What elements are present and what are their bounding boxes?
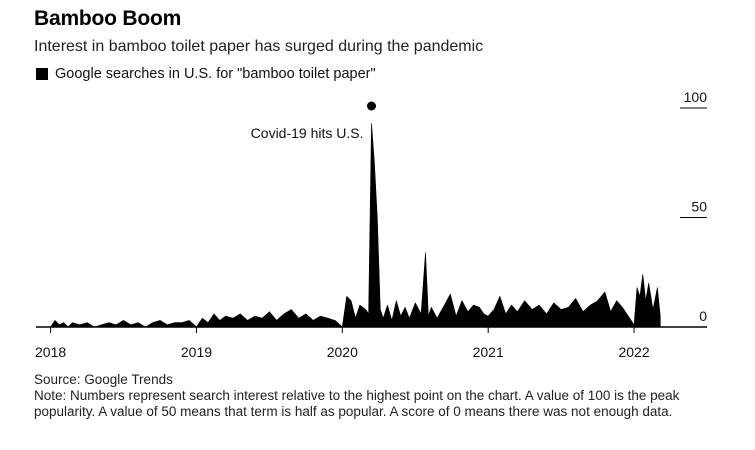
chart-subtitle: Interest in bamboo toilet paper has surg… [34, 38, 484, 55]
legend: Google searches in U.S. for "bamboo toil… [34, 66, 376, 82]
legend-swatch [36, 68, 48, 80]
x-tick-label-2022: 2022 [618, 344, 649, 360]
y-tick-label-50: 50 [691, 199, 707, 215]
annotation-label-0: Covid-19 hits U.S. [251, 125, 364, 141]
annotation-marker-0 [367, 101, 376, 111]
x-tick-label-2020: 2020 [327, 344, 358, 360]
note-text: Note: Numbers represent search interest … [34, 388, 680, 419]
x-tick-label-2021: 2021 [473, 344, 504, 360]
plot-area: 2018 2019 2020 2021 2022 0 50 100 Covid-19 hits … [35, 89, 707, 360]
legend-label: Google searches in U.S. for "bamboo toil… [55, 66, 376, 82]
x-tick-label-2018: 2018 [35, 344, 66, 360]
y-tick-label-100: 100 [684, 89, 708, 105]
chart-footer: Source: Google Trends Note: Numbers repr… [34, 372, 734, 420]
chart-title: Bamboo Boom [34, 7, 182, 30]
y-tick-label-0: 0 [699, 308, 707, 324]
series-area-0 [50, 123, 661, 328]
x-tick-label-2019: 2019 [181, 344, 212, 360]
source-text: Source: Google Trends [34, 372, 173, 387]
